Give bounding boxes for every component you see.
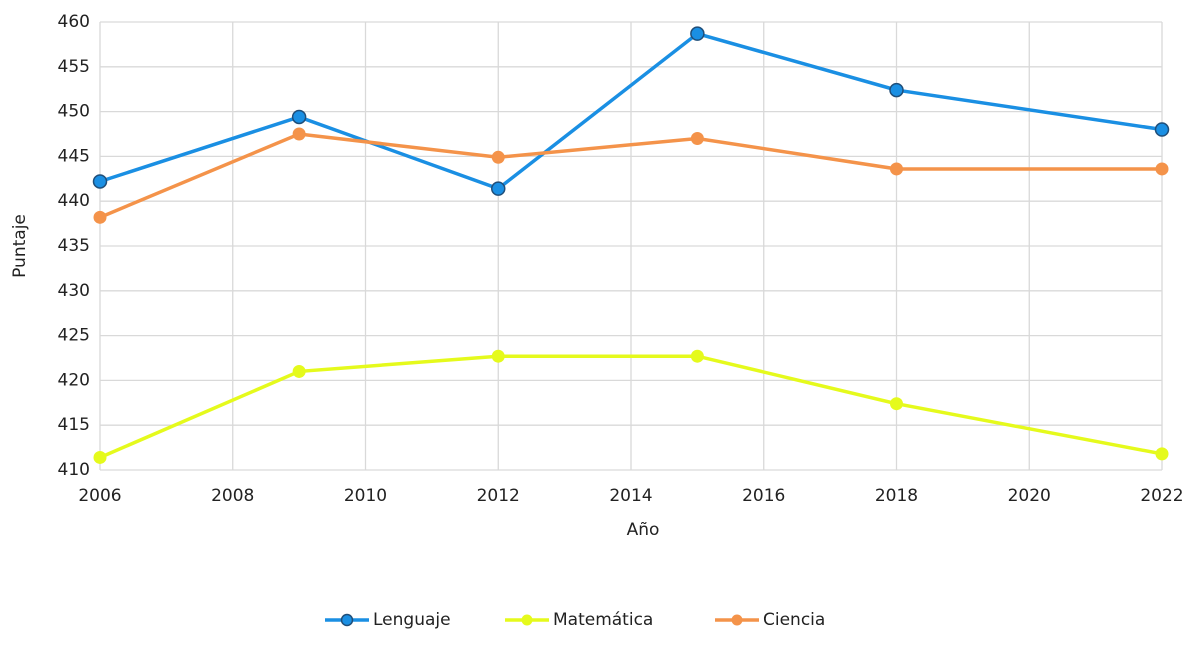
y-tick-label: 410 bbox=[58, 460, 90, 480]
point bbox=[292, 364, 306, 378]
x-tick-label: 2010 bbox=[344, 486, 387, 506]
legend-label: Matemática bbox=[553, 610, 653, 630]
series-line bbox=[99, 31, 1163, 191]
x-tick-label: 2014 bbox=[609, 486, 652, 506]
legend-label: Lenguaje bbox=[373, 610, 451, 630]
y-tick-label: 415 bbox=[58, 415, 90, 435]
x-tick-label: 2006 bbox=[78, 486, 121, 506]
point bbox=[491, 150, 505, 164]
y-tick-label: 425 bbox=[58, 326, 90, 346]
point bbox=[491, 181, 506, 196]
point bbox=[93, 210, 107, 224]
series-line bbox=[99, 132, 1162, 219]
point bbox=[1155, 162, 1169, 176]
point bbox=[491, 349, 505, 363]
point bbox=[292, 127, 306, 141]
y-tick-label: 440 bbox=[58, 191, 90, 211]
x-tick-label: 2008 bbox=[211, 486, 254, 506]
y-tick-label: 450 bbox=[58, 102, 90, 122]
point bbox=[1154, 122, 1170, 137]
legend-marker bbox=[340, 613, 354, 627]
x-tick-label: 2016 bbox=[742, 486, 785, 506]
x-tick-label: 2022 bbox=[1140, 486, 1183, 506]
legend-label: Ciencia bbox=[763, 610, 825, 630]
legend-marker bbox=[521, 614, 533, 626]
y-tick-label: 435 bbox=[58, 236, 90, 256]
y-tick-label: 445 bbox=[58, 146, 90, 166]
y-tick-label: 455 bbox=[58, 57, 90, 77]
point bbox=[690, 131, 704, 145]
y-tick-label: 420 bbox=[58, 370, 90, 390]
point bbox=[889, 82, 904, 98]
x-tick-label: 2020 bbox=[1008, 486, 1051, 506]
point bbox=[291, 109, 307, 125]
point bbox=[92, 174, 108, 189]
point bbox=[690, 26, 705, 41]
series-line bbox=[99, 354, 1163, 460]
point bbox=[1155, 447, 1169, 461]
point bbox=[890, 162, 903, 176]
x-tick-label: 2018 bbox=[875, 486, 918, 506]
legend-marker bbox=[731, 614, 743, 626]
y-tick-label: 460 bbox=[58, 12, 90, 32]
y-axis-label: Puntaje bbox=[10, 214, 30, 278]
x-tick-label: 2012 bbox=[477, 486, 520, 506]
x-axis-label: Año bbox=[627, 520, 660, 540]
y-tick-label: 430 bbox=[58, 281, 90, 301]
point bbox=[690, 349, 704, 363]
point bbox=[93, 450, 107, 464]
point bbox=[890, 397, 903, 411]
